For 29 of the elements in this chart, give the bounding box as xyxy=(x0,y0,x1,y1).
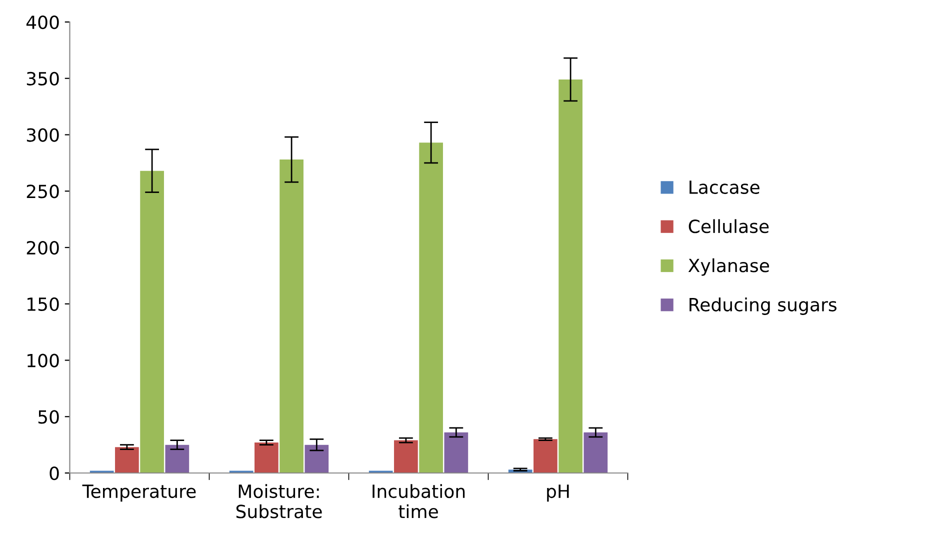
bar xyxy=(534,439,558,473)
bar xyxy=(165,444,190,473)
bar xyxy=(558,80,582,473)
y-tick-label: 150 xyxy=(28,297,59,311)
y-tick-label: 0 xyxy=(50,466,59,480)
x-tick-label: Temperature xyxy=(82,484,196,502)
bar xyxy=(280,160,304,473)
x-tick-label: Moisture: Substrate xyxy=(236,484,322,518)
y-tick-label: 350 xyxy=(26,72,59,86)
y-tick-label: 200 xyxy=(26,240,59,255)
x-tick-label: Incubation time xyxy=(372,484,465,518)
legend-label: Laccase xyxy=(690,180,760,194)
legend-label: Xylanase xyxy=(688,258,770,276)
legend-label: Reducing sugars xyxy=(690,297,836,315)
bar xyxy=(444,432,468,473)
bar xyxy=(394,440,418,473)
x-tick-label: pH xyxy=(547,484,569,502)
y-tick-label: 300 xyxy=(26,128,59,142)
y-tick-label: 400 xyxy=(26,15,59,30)
bar xyxy=(254,442,278,473)
legend-label: Cellulase xyxy=(688,219,769,234)
y-tick-label: 50 xyxy=(38,410,59,424)
y-tick-label: 100 xyxy=(28,354,59,368)
bar xyxy=(304,444,329,473)
bar xyxy=(140,170,164,473)
bar xyxy=(115,447,139,473)
bar xyxy=(584,432,608,473)
bar xyxy=(419,142,443,473)
y-tick-label: 250 xyxy=(26,184,59,198)
